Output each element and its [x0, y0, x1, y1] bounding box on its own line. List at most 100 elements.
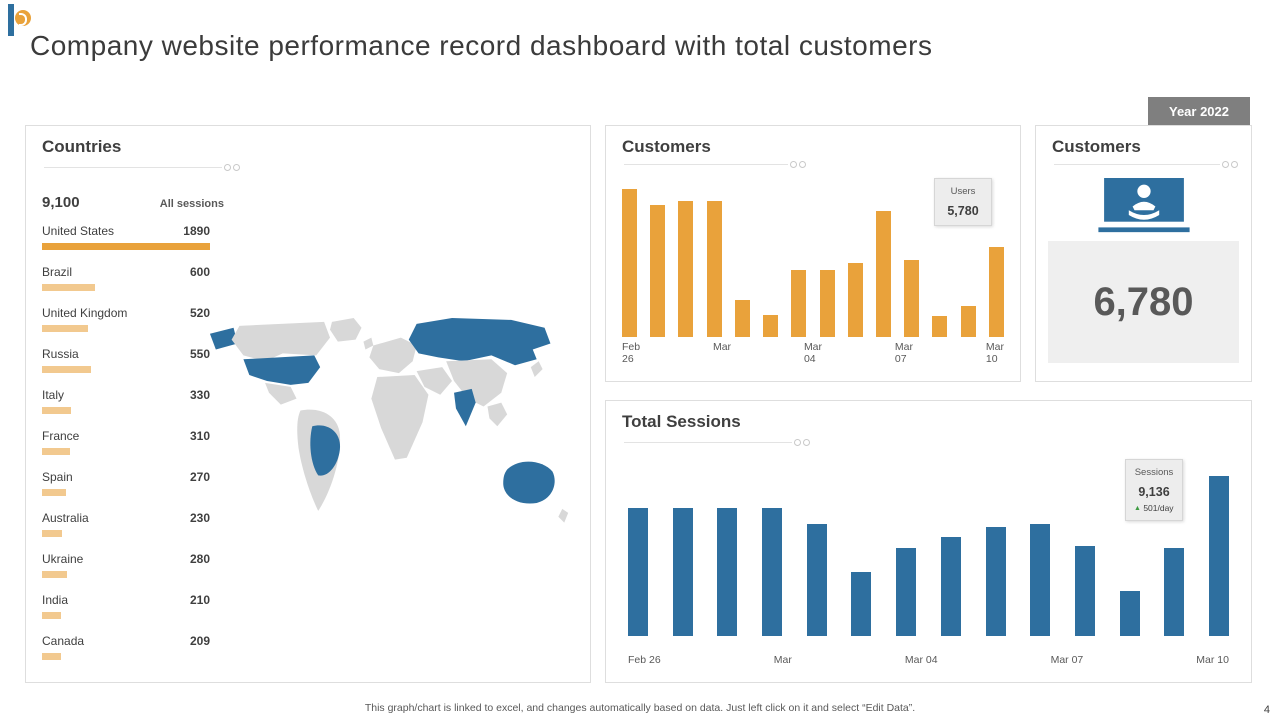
map-country-alaska — [209, 327, 238, 350]
country-bar — [42, 612, 210, 619]
country-row: Spain 270 — [42, 470, 210, 496]
year-badge: Year 2022 — [1148, 97, 1250, 125]
all-sessions-value: 9,100 — [42, 194, 80, 211]
map-country-greenland — [330, 317, 362, 342]
axis-tick-label: Feb 26 — [622, 341, 641, 365]
map-country-canada — [231, 321, 331, 362]
country-value: 600 — [189, 265, 210, 279]
logo-accent-bar — [8, 4, 14, 36]
map-region-africa — [371, 375, 429, 460]
page-title: Company website performance record dashb… — [30, 30, 933, 61]
sessions-chart-ticks: Feb 26 Mar Mar 04 Mar 07 Mar 10 — [628, 654, 1229, 668]
customers-chart-plot[interactable] — [622, 189, 1004, 337]
map-country-russia — [408, 317, 551, 366]
countries-panel: Countries 9,100 All sessions United Stat… — [25, 125, 591, 683]
map-country-uk — [363, 337, 374, 350]
sessions-tooltip-delta: 501/day — [1143, 503, 1174, 513]
map-country-india — [454, 388, 476, 427]
customers-kpi-panel: Customers 6,780 — [1035, 125, 1252, 382]
country-bar — [42, 653, 210, 660]
country-value: 270 — [189, 470, 210, 484]
chart-bar — [896, 548, 917, 636]
country-bar — [42, 366, 210, 373]
customers-kpi-title: Customers — [1052, 137, 1141, 156]
map-country-new-zealand — [558, 508, 569, 523]
country-name: Brazil — [42, 265, 73, 279]
country-row: Ukraine 280 — [42, 552, 210, 578]
footer-note: This graph/chart is linked to excel, and… — [364, 702, 916, 714]
chart-bar — [706, 200, 722, 337]
country-bar — [42, 407, 210, 414]
header-decoration — [624, 439, 810, 446]
country-bar — [42, 530, 210, 537]
country-name: Australia — [42, 511, 89, 525]
chart-bar — [1030, 524, 1051, 636]
country-value: 280 — [189, 552, 210, 566]
country-value: 230 — [189, 511, 210, 525]
customers-kpi-value: 6,780 — [1048, 241, 1239, 363]
country-name: Canada — [42, 634, 85, 648]
sessions-chart-plot[interactable] — [628, 476, 1229, 636]
total-sessions-title: Total Sessions — [622, 412, 741, 431]
chart-bar — [1074, 546, 1095, 636]
map-country-brazil — [310, 425, 341, 476]
country-row: Australia 230 — [42, 511, 210, 537]
map-region-mexico — [265, 382, 297, 405]
country-name: Italy — [42, 388, 65, 402]
chart-bar — [672, 508, 693, 636]
chart-bar — [717, 508, 738, 636]
country-bar — [42, 325, 210, 332]
axis-tick-label: Feb 26 — [628, 654, 661, 666]
axis-tick-label: Mar — [773, 654, 792, 666]
customer-care-icon — [1096, 178, 1191, 244]
map-country-usa — [243, 355, 321, 385]
chart-bar — [819, 270, 835, 337]
axis-tick-label: Mar 07 — [894, 341, 913, 365]
country-value: 520 — [189, 306, 210, 320]
country-value: 310 — [189, 429, 210, 443]
country-value: 330 — [189, 388, 210, 402]
chart-bar — [650, 205, 666, 337]
country-name: Russia — [42, 347, 79, 361]
all-sessions-label: All sessions — [159, 198, 224, 210]
country-value: 550 — [189, 347, 210, 361]
sessions-tooltip-value: 9,136 — [1138, 485, 1170, 499]
country-row: Russia 550 — [42, 347, 210, 373]
header-decoration — [44, 164, 240, 171]
country-bar — [42, 571, 210, 578]
country-row: France 310 — [42, 429, 210, 455]
country-row: Italy 330 — [42, 388, 210, 414]
chart-bar — [762, 508, 783, 636]
countries-panel-title: Countries — [42, 137, 122, 156]
header-decoration — [624, 161, 806, 168]
country-bar — [42, 243, 210, 250]
users-tooltip-label: Users — [950, 186, 976, 197]
chart-bar — [791, 270, 807, 337]
sessions-tooltip-label: Sessions — [1134, 467, 1174, 478]
sessions-tooltip: Sessions 9,136 ▲ 501/day — [1125, 459, 1183, 521]
chart-bar — [960, 305, 976, 337]
country-row: Brazil 600 — [42, 265, 210, 291]
country-row: United States 1890 — [42, 224, 210, 250]
world-map-svg — [209, 317, 569, 523]
country-row: Canada 209 — [42, 634, 210, 660]
chart-bar — [847, 263, 863, 337]
customers-chart-panel: Customers Feb 26 Mar Mar 04 Mar 07 Mar 10 Us… — [605, 125, 1021, 382]
chart-bar — [875, 211, 891, 337]
all-sessions-stat: 9,100 All sessions — [42, 194, 224, 211]
chart-bar — [763, 314, 779, 337]
chart-bar — [985, 527, 1006, 636]
users-tooltip: Users 5,780 — [934, 178, 992, 226]
world-map — [206, 316, 580, 533]
users-tooltip-value: 5,780 — [947, 204, 979, 218]
axis-tick-label: Mar 10 — [985, 341, 1004, 365]
axis-tick-label: Mar — [712, 341, 732, 353]
country-bar — [42, 284, 210, 291]
chart-bar — [622, 189, 637, 337]
country-name: France — [42, 429, 80, 443]
chart-bar — [734, 300, 750, 337]
map-country-australia — [503, 461, 555, 504]
country-bar — [42, 489, 210, 496]
country-name: India — [42, 593, 69, 607]
up-arrow-icon: ▲ — [1134, 505, 1141, 512]
